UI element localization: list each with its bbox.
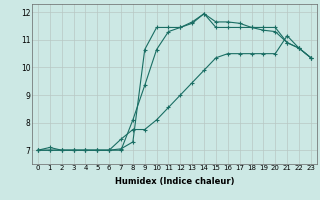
X-axis label: Humidex (Indice chaleur): Humidex (Indice chaleur) xyxy=(115,177,234,186)
